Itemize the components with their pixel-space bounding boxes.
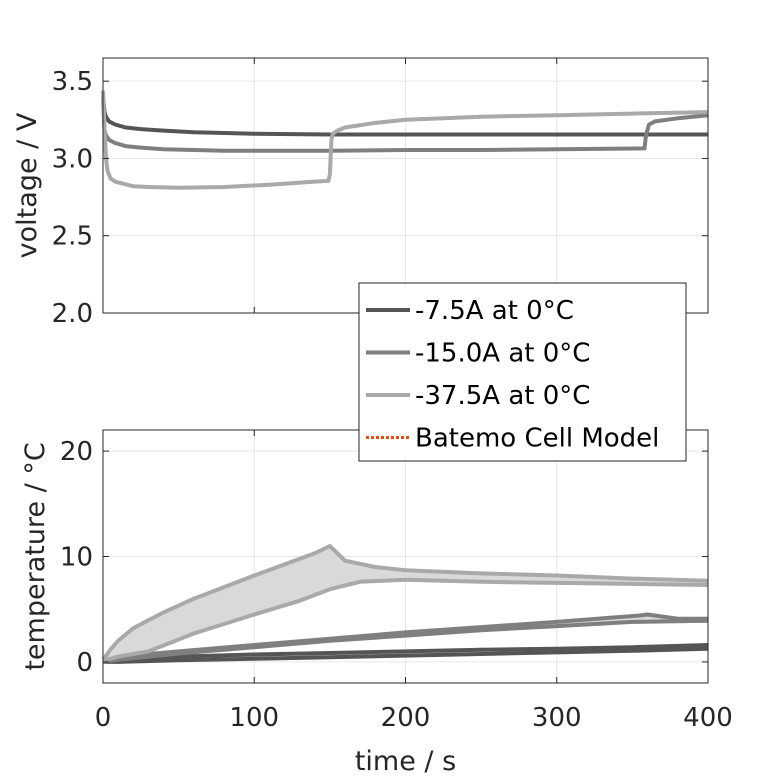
x-tick-label: 100 [229,703,279,733]
legend: -7.5A at 0°C -15.0A at 0°C -37.5A at 0°C Ba… [358,282,687,462]
temperature-band-fill [103,546,708,661]
legend-label: -37.5A at 0°C [415,381,590,411]
voltage-plot: 2.0 2.5 3.0 3.5 voltage / V [12,57,709,329]
y-tick-label: 0 [76,648,93,678]
y-tick-label: 2.0 [52,299,93,329]
y-tick-label: 3.5 [52,67,93,97]
y-tick-label: 3.0 [52,144,93,174]
x-tick-label: 400 [683,703,733,733]
temperature-band-lower [102,577,709,663]
legend-label: -15.0A at 0°C [415,339,590,369]
temperature-band-fill [103,614,708,662]
y-tick-label: 20 [60,437,93,467]
temperature-band-lower [103,646,709,664]
voltage-series-line [101,96,708,137]
voltage-series-line [101,90,709,190]
y-tick-label: 2.5 [52,222,93,252]
x-tick-label: 0 [95,703,112,733]
legend-label: Batemo Cell Model [415,424,659,454]
x-axis-label: time / s [355,746,456,777]
temperature-band-upper [101,544,709,661]
temperature-band-upper [102,612,708,663]
legend-label: -7.5A at 0°C [415,296,574,326]
x-tick-label: 300 [532,703,582,733]
y-axis-label: temperature / °C [20,442,51,670]
temperature-band-lower [102,618,709,664]
legend-box [358,282,687,462]
y-axis-label: voltage / V [12,112,43,258]
y-tick-label: 10 [60,543,93,573]
voltage-series-line [101,99,709,153]
x-tick-label: 200 [381,703,431,733]
